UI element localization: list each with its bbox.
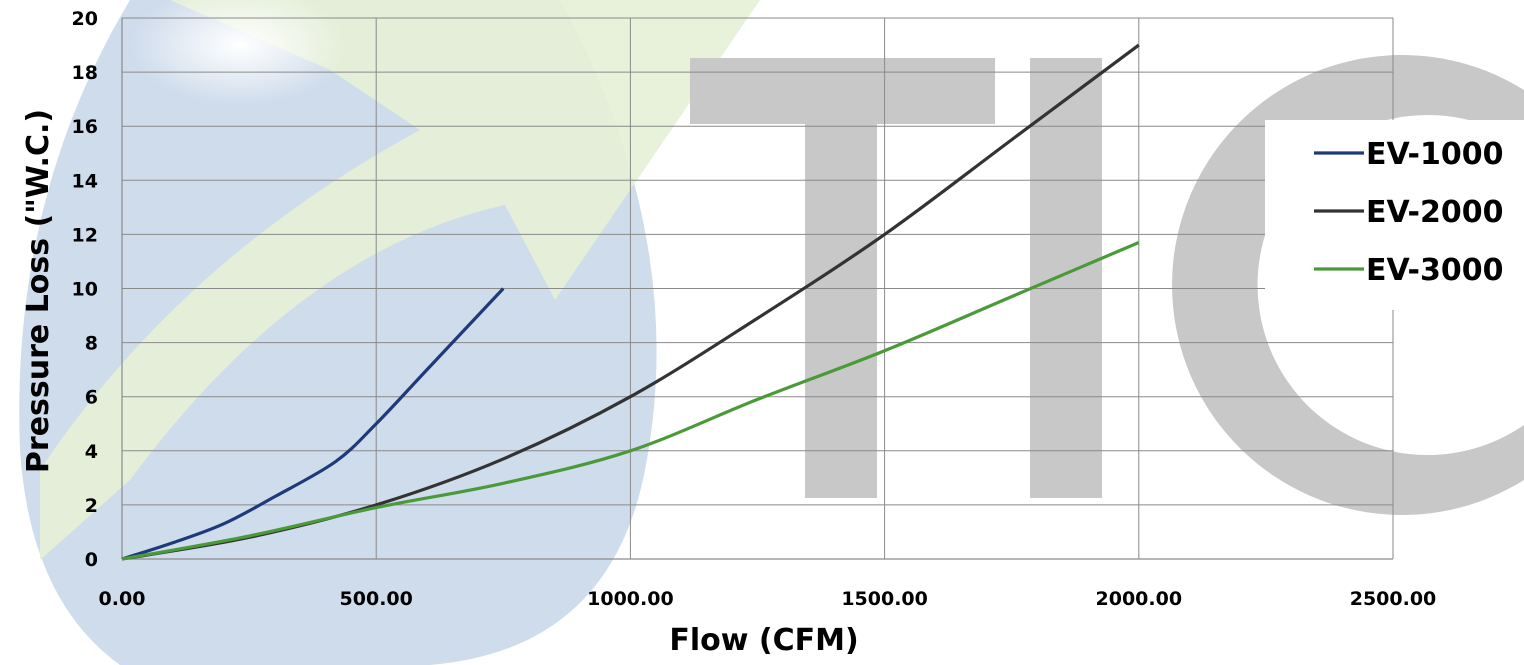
x-tick-label: 1500.00 — [841, 588, 928, 610]
legend-background — [1265, 120, 1524, 310]
y-tick-label: 20 — [72, 8, 98, 30]
series-line-ev-1000 — [121, 287, 505, 561]
x-tick-labels: 0.00 500.00 1000.00 1500.00 2000.00 2500.00 — [99, 588, 1437, 610]
watermark-logo — [19, 0, 1524, 665]
x-tick-label: 500.00 — [340, 588, 413, 610]
watermark-letters — [690, 54, 1524, 515]
y-tick-label: 4 — [85, 441, 98, 463]
y-tick-label: 12 — [72, 224, 98, 246]
y-tick-label: 16 — [72, 116, 98, 138]
series-lines — [121, 43, 1140, 561]
legend-label: EV-3000 — [1366, 253, 1503, 288]
legend-label: EV-2000 — [1366, 195, 1503, 230]
watermark-letter-i — [1030, 58, 1102, 498]
x-tick-label: 0.00 — [99, 588, 146, 610]
watermark-glow — [130, 0, 350, 105]
watermark-green-arrow — [40, 0, 760, 560]
watermark-letter-t-stem — [805, 58, 877, 498]
x-tick-label: 2500.00 — [1350, 588, 1437, 610]
y-tick-label: 2 — [85, 495, 98, 517]
y-tick-label: 10 — [72, 279, 98, 301]
plot-frame — [121, 18, 1393, 560]
y-tick-label: 6 — [85, 387, 98, 409]
y-tick-label: 18 — [72, 62, 98, 84]
watermark-letter-g — [1172, 54, 1524, 515]
series-line-ev-3000 — [121, 241, 1140, 561]
y-tick-label: 14 — [72, 170, 98, 192]
legend: EV-1000 EV-2000 EV-3000 — [1265, 120, 1524, 310]
legend-label: EV-1000 — [1366, 137, 1503, 172]
x-tick-label: 2000.00 — [1096, 588, 1183, 610]
y-tick-label: 0 — [85, 549, 98, 571]
y-tick-label: 8 — [85, 333, 98, 355]
y-tick-labels: 0 2 4 6 8 10 12 14 16 18 20 — [72, 8, 98, 571]
y-axis-title: Pressure Loss ("W.C.) — [21, 109, 56, 473]
x-axis-title: Flow (CFM) — [669, 623, 858, 658]
x-tick-label: 1000.00 — [587, 588, 674, 610]
